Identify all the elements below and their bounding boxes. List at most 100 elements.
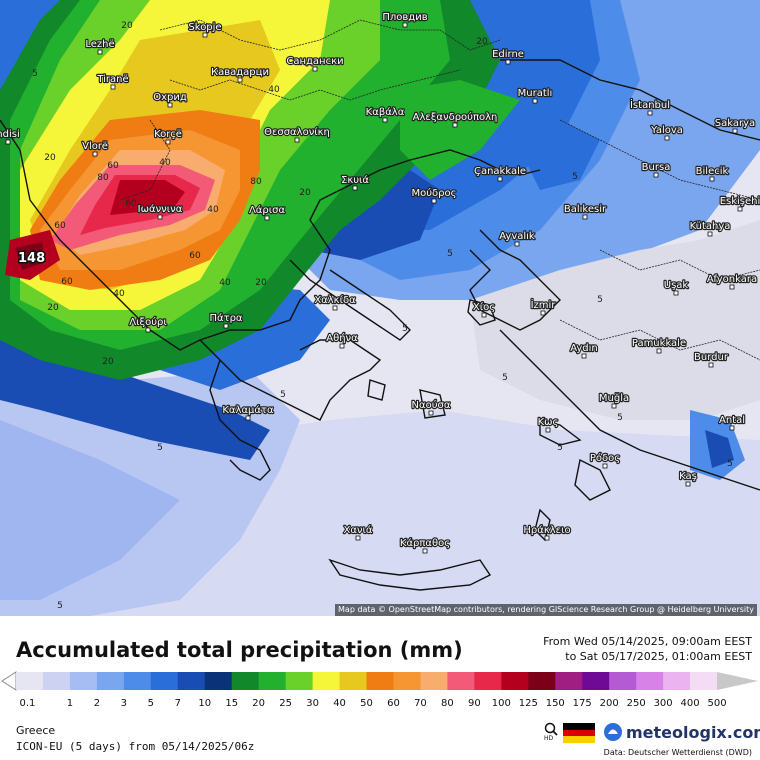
city-dot [110,84,116,90]
legend-tick-label: 250 [627,698,646,709]
legend-tick-label: 70 [414,698,427,709]
legend-swatch [582,672,610,690]
city-label: Bursa [642,162,671,173]
city-dot [382,117,388,123]
precipitation-map: 148 20 20 40 5 20 40 80 60 80 60 20 60 40 60 40 20 60 40 2… [0,0,760,616]
city-marker: ndisi [0,128,21,145]
zoom-hd-icon[interactable]: HD [543,722,559,742]
contour-value: 5 [57,601,63,611]
city-marker: Σκυιά [340,173,371,191]
city-dot [709,176,715,182]
city-label: Balıkesir [564,204,607,215]
city-dot [431,198,437,204]
svg-text:HD: HD [544,735,554,740]
city-label: Охрид [153,92,187,103]
legend-swatch [555,672,583,690]
city-dot [708,362,714,368]
contour-value: 60 [125,199,137,209]
region-label: Greece [16,724,56,737]
city-marker: Λιξούρι [128,315,169,333]
city-dot [145,327,151,333]
city-dot [402,22,408,28]
city-label: Muratlı [518,88,553,99]
city-label: Θεσσαλονίκη [264,126,330,138]
precip-band-dry-turkey [470,220,760,420]
contour-value: 80 [97,173,109,183]
city-marker: Ayvalık [498,230,536,247]
city-dot [647,110,653,116]
city-dot [422,548,428,554]
legend-swatch [393,672,421,690]
city-dot [729,425,735,431]
city-label: Bilecik [696,166,729,177]
contour-value: 5 [280,390,286,400]
city-marker: Κως [536,416,560,433]
city-marker: Καλαμάτα [221,403,275,421]
city-dot [202,32,208,38]
city-marker: Sakarya [714,117,756,134]
legend-tick-label: 30 [306,698,319,709]
contour-value: 40 [219,278,231,288]
city-label: Χανιά [343,524,372,536]
city-marker: Пловдив [381,11,429,28]
precip-band-2 [0,420,180,600]
city-marker: Ηράκλειο [522,523,572,541]
contour-value: 20 [47,303,59,313]
city-label: Yalova [650,125,683,136]
legend-tick-label: 2 [94,698,100,709]
city-marker: Edirne [491,48,525,65]
city-label: Πάτρα [209,312,242,324]
city-marker: Yalova [649,124,684,141]
legend-swatch [366,672,394,690]
city-dot [264,215,270,221]
legend-tick-label: 500 [707,698,726,709]
city-label: Çanakkale [474,166,526,177]
city-marker: Lezhë [84,38,116,55]
legend-swatch [474,672,502,690]
city-label: Korçë [154,129,182,140]
city-dot [581,353,587,359]
chart-title: Accumulated total precipitation (mm) [16,638,463,662]
city-dot [5,139,11,145]
city-label: Λιξούρι [129,316,167,328]
legend-swatch [447,672,475,690]
city-dot [602,463,608,469]
city-marker: Kaş [678,470,698,487]
city-marker: Θεσσαλονίκη [263,125,331,143]
map-attribution[interactable]: Map data © OpenStreetMap contributors, r… [335,604,757,616]
city-label: ndisi [0,129,20,140]
contour-value: 5 [447,249,453,259]
city-marker: Muratlı [516,87,554,104]
period-from: From Wed 05/14/2025, 09:00am EEST [543,635,752,648]
city-dot [97,49,103,55]
city-marker: Tiranë [95,73,130,90]
city-label: Ιωάννινα [138,203,183,215]
legend-swatch [312,672,341,690]
brand-logo[interactable]: meteologix.com [603,721,760,743]
legend-tick-label: 200 [600,698,619,709]
contour-value: 60 [107,161,119,171]
city-marker: Uşak [663,279,690,296]
city-dot [664,135,670,141]
legend-swatch [285,672,314,690]
city-marker: Eskişehi [719,195,760,212]
peak-value-marker: 148 [17,250,47,268]
city-marker: Pamukkale [631,337,687,354]
city-label: Ayvalık [499,231,535,242]
legend-swatch [258,672,287,690]
city-label: Κάρπαθος [400,537,450,549]
contour-value: 20 [44,153,56,163]
legend-swatch [177,672,206,690]
city-label: Αθήνα [326,332,358,344]
legend-tick-label: 20 [252,698,265,709]
city-dot [611,403,617,409]
city-dot [332,305,338,311]
city-dot [428,410,434,416]
city-dot [497,176,503,182]
city-label: Edirne [492,49,524,60]
city-marker: Ρόδος [589,451,621,469]
city-label: Lezhë [85,39,114,50]
city-dot [653,172,659,178]
contour-value: 20 [121,21,133,31]
city-marker: Ιωάννινα [136,202,184,220]
